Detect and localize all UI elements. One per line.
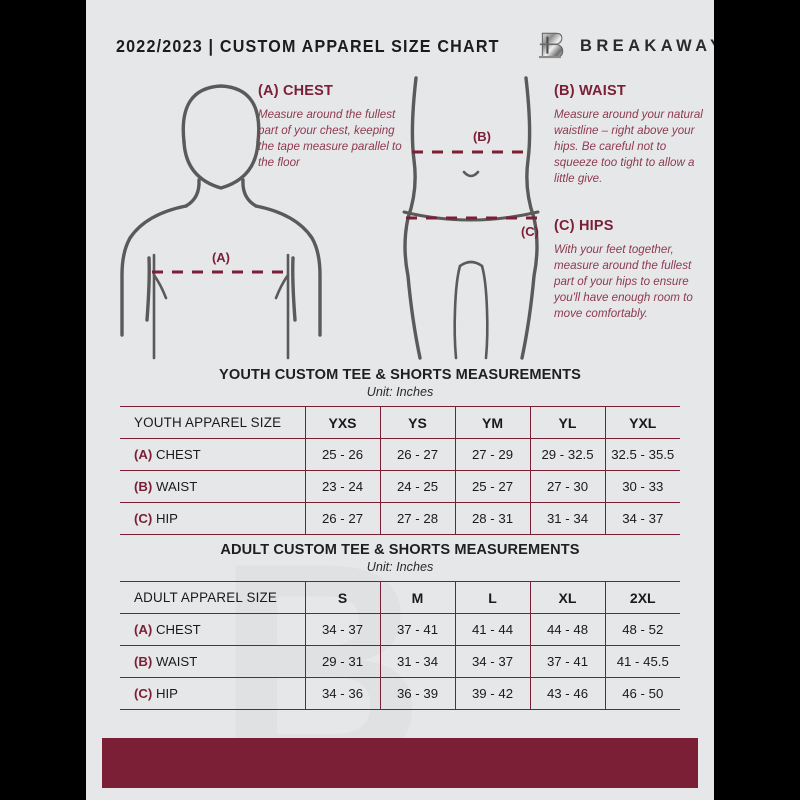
table-row: (C) HIP 26 - 27 27 - 28 28 - 31 31 - 34 … (120, 502, 680, 535)
column-header: S (305, 581, 381, 614)
row-label: (A) CHEST (120, 438, 306, 471)
lower-body-figure: (B) (C) (402, 76, 540, 360)
navel-mark (462, 170, 480, 178)
cell: 27 - 30 (530, 470, 606, 503)
table-row: (A) CHEST 34 - 37 37 - 41 41 - 44 44 - 4… (120, 613, 680, 646)
callout-hips-body: With your feet together, measure around … (554, 243, 693, 320)
cell: 31 - 34 (530, 502, 606, 535)
cell: 32.5 - 35.5 (605, 438, 680, 471)
callout-waist: (B) WAIST Measure around your natural wa… (554, 83, 704, 186)
cell: 43 - 46 (530, 677, 606, 710)
cell: 36 - 39 (380, 677, 456, 710)
row-name: WAIST (155, 654, 198, 669)
callout-hips-title: (C) HIPS (554, 218, 614, 234)
brand-name: BREAKAWAY (580, 36, 714, 55)
cell: 31 - 34 (380, 645, 456, 678)
cell: 37 - 41 (380, 613, 456, 646)
adult-measurements-table: ADULT APPAREL SIZE S M L XL 2XL (A) CHES… (120, 581, 680, 710)
adult-measurements-block: ADULT CUSTOM TEE & SHORTS MEASUREMENTS U… (120, 542, 680, 710)
cell: 27 - 29 (455, 438, 531, 471)
callout-hips: (C) HIPS With your feet together, measur… (554, 218, 704, 321)
cell: 24 - 25 (380, 470, 456, 503)
cell: 44 - 48 (530, 613, 606, 646)
table-row: (B) WAIST 29 - 31 31 - 34 34 - 37 37 - 4… (120, 645, 680, 678)
row-label: (C) HIP (120, 502, 306, 535)
cell: 25 - 27 (455, 470, 531, 503)
column-header: L (455, 581, 531, 614)
row-tag: (C) (134, 511, 153, 526)
row-name: CHEST (155, 622, 201, 637)
cell: 29 - 32.5 (530, 438, 606, 471)
cell: 41 - 44 (455, 613, 531, 646)
cell: 39 - 42 (455, 677, 531, 710)
cell: 23 - 24 (305, 470, 381, 503)
row-label: (C) HIP (120, 677, 306, 710)
page-title: 2022/2023 | CUSTOM APPAREL SIZE CHART (116, 35, 500, 56)
cell: 29 - 31 (305, 645, 381, 678)
row-tag: (B) (134, 479, 153, 494)
row-tag: (A) (134, 447, 153, 462)
youth-size-header: YOUTH APPAREL SIZE (120, 406, 306, 439)
cell: 37 - 41 (530, 645, 606, 678)
table-row: (B) WAIST 23 - 24 24 - 25 25 - 27 27 - 3… (120, 470, 680, 503)
column-header: XL (530, 581, 606, 614)
torso-figure: (A) (120, 84, 322, 360)
waist-measure-label: (B) (473, 129, 491, 144)
cell: 34 - 37 (455, 645, 531, 678)
row-tag: (B) (134, 654, 153, 669)
cell: 48 - 52 (605, 613, 680, 646)
page-header: 2022/2023 | CUSTOM APPAREL SIZE CHART (86, 26, 714, 66)
cell: 34 - 36 (305, 677, 381, 710)
cell: 34 - 37 (305, 613, 381, 646)
row-label: (B) WAIST (120, 645, 306, 678)
cell: 46 - 50 (605, 677, 680, 710)
column-header: 2XL (605, 581, 680, 614)
table-header-row: ADULT APPAREL SIZE S M L XL 2XL (120, 581, 680, 614)
adult-size-header: ADULT APPAREL SIZE (120, 581, 306, 614)
cell: 34 - 37 (605, 502, 680, 535)
cell: 28 - 31 (455, 502, 531, 535)
row-tag: (C) (134, 686, 153, 701)
hips-measure-label: (C) (521, 224, 539, 239)
callout-waist-title: (B) WAIST (554, 83, 626, 99)
measurement-illustrations: (A) (B) (C) (86, 70, 714, 360)
cell: 27 - 28 (380, 502, 456, 535)
youth-measurements-block: YOUTH CUSTOM TEE & SHORTS MEASUREMENTS U… (120, 367, 680, 535)
row-label: (A) CHEST (120, 613, 306, 646)
column-header: YXL (605, 406, 680, 439)
size-chart-page: B 2022/2023 | CUSTOM APPAREL SIZE CHART (86, 0, 714, 800)
adult-table-title: ADULT CUSTOM TEE & SHORTS MEASUREMENTS (220, 542, 580, 558)
youth-measurements-table: YOUTH APPAREL SIZE YXS YS YM YL YXL (A) … (120, 406, 680, 535)
cell: 25 - 26 (305, 438, 381, 471)
youth-table-unit: Unit: Inches (366, 385, 434, 399)
table-header-row: YOUTH APPAREL SIZE YXS YS YM YL YXL (120, 406, 680, 439)
row-name: HIP (155, 686, 178, 701)
adult-table-unit: Unit: Inches (366, 560, 434, 574)
youth-table-title: YOUTH CUSTOM TEE & SHORTS MEASUREMENTS (219, 367, 581, 383)
column-header: YXS (305, 406, 381, 439)
row-name: HIP (155, 511, 178, 526)
table-row: (A) CHEST 25 - 26 26 - 27 27 - 29 29 - 3… (120, 438, 680, 471)
row-name: WAIST (155, 479, 198, 494)
breakaway-b-logo-icon (538, 32, 564, 59)
callout-chest: (A) CHEST Measure around the fullest par… (258, 83, 410, 171)
column-header: YM (455, 406, 531, 439)
row-name: CHEST (155, 447, 201, 462)
table-row: (C) HIP 34 - 36 36 - 39 39 - 42 43 - 46 … (120, 677, 680, 710)
column-header: YS (380, 406, 456, 439)
callout-waist-body: Measure around your natural waistline – … (554, 108, 703, 185)
row-label: (B) WAIST (120, 470, 306, 503)
cell: 41 - 45.5 (605, 645, 680, 678)
column-header: YL (530, 406, 606, 439)
cell: 26 - 27 (305, 502, 381, 535)
footer-bar (102, 738, 698, 788)
cell: 30 - 33 (605, 470, 680, 503)
callout-chest-title: (A) CHEST (258, 83, 334, 99)
row-tag: (A) (134, 622, 153, 637)
cell: 26 - 27 (380, 438, 456, 471)
callout-chest-body: Measure around the fullest part of your … (258, 108, 402, 169)
column-header: M (380, 581, 456, 614)
brand-lockup: BREAKAWAY (533, 29, 714, 63)
chest-measure-label: (A) (212, 250, 230, 265)
